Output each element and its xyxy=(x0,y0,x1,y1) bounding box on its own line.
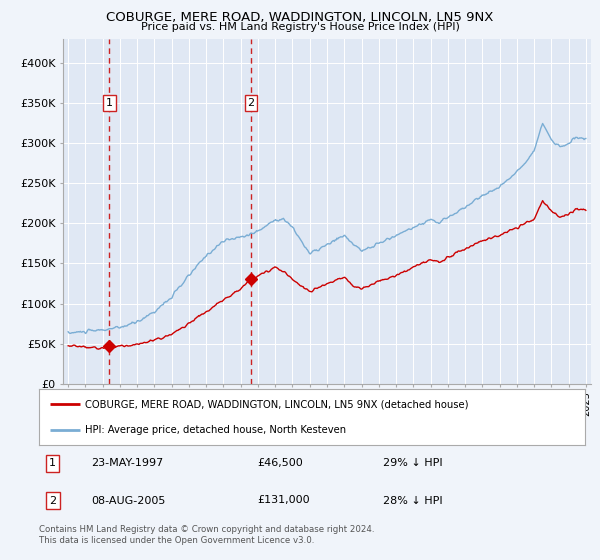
Text: 28% ↓ HPI: 28% ↓ HPI xyxy=(383,496,443,506)
Text: Price paid vs. HM Land Registry's House Price Index (HPI): Price paid vs. HM Land Registry's House … xyxy=(140,22,460,32)
Text: £131,000: £131,000 xyxy=(257,496,310,506)
Text: 23-MAY-1997: 23-MAY-1997 xyxy=(91,459,163,468)
Text: Contains HM Land Registry data © Crown copyright and database right 2024.
This d: Contains HM Land Registry data © Crown c… xyxy=(39,525,374,545)
Text: £46,500: £46,500 xyxy=(257,459,303,468)
Text: 1: 1 xyxy=(49,459,56,468)
Text: 29% ↓ HPI: 29% ↓ HPI xyxy=(383,459,443,468)
Text: 2: 2 xyxy=(49,496,56,506)
Text: COBURGE, MERE ROAD, WADDINGTON, LINCOLN, LN5 9NX (detached house): COBURGE, MERE ROAD, WADDINGTON, LINCOLN,… xyxy=(85,399,469,409)
Text: HPI: Average price, detached house, North Kesteven: HPI: Average price, detached house, Nort… xyxy=(85,424,347,435)
Text: 1: 1 xyxy=(106,98,113,108)
Text: 08-AUG-2005: 08-AUG-2005 xyxy=(91,496,165,506)
Text: 2: 2 xyxy=(247,98,254,108)
Text: COBURGE, MERE ROAD, WADDINGTON, LINCOLN, LN5 9NX: COBURGE, MERE ROAD, WADDINGTON, LINCOLN,… xyxy=(106,11,494,24)
